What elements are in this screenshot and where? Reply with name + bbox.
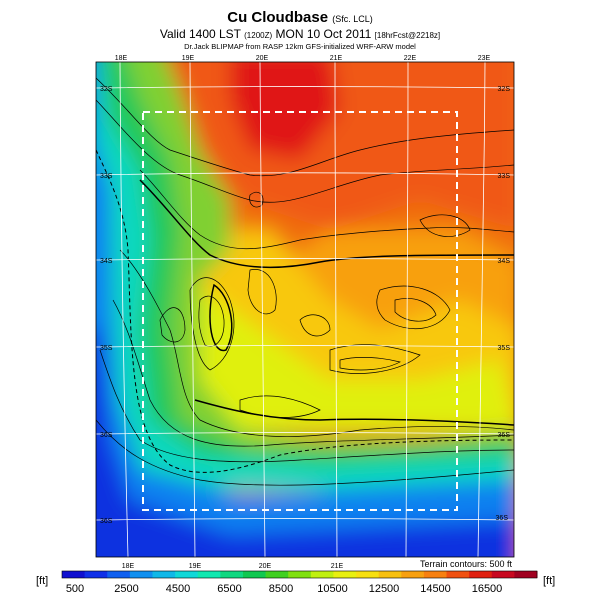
- colorbar-swatch: [491, 571, 515, 578]
- lat-label-left: 34S: [100, 258, 113, 265]
- terrain-contours: [96, 77, 514, 486]
- colorbar-swatch: [129, 571, 153, 578]
- colorbar-label: 6500: [217, 583, 241, 595]
- colorbar-swatch: [288, 571, 312, 578]
- lat-label-left: 36S: [100, 432, 113, 439]
- colorbar-swatch: [197, 571, 221, 578]
- colorbar-labels: 500 2500 4500 6500 8500 10500 12500 14500 16500: [66, 583, 502, 595]
- colorbar-label: 16500: [472, 583, 503, 595]
- colorbar: [62, 571, 538, 578]
- lat-label-right: 34S: [498, 258, 511, 265]
- colorbar-swatch: [401, 571, 425, 578]
- colorbar-swatch: [84, 571, 108, 578]
- colorbar-swatch: [175, 571, 199, 578]
- map-frame: [95, 61, 515, 558]
- colorbar-frame: [61, 570, 538, 579]
- lon-label-top: 22E: [404, 55, 417, 62]
- colorbar-swatch: [423, 571, 448, 578]
- lat-label-right: 36S: [498, 432, 511, 439]
- lon-label-bottom: 19E: [189, 563, 202, 570]
- valid-time: Valid 1400 LST (1200Z) MON 10 Oct 2011 […: [0, 27, 600, 41]
- lat-label-left: 33S: [100, 173, 113, 180]
- colorbar-label: 10500: [317, 583, 348, 595]
- colorbar-swatch: [446, 571, 470, 578]
- colorbar-label: 14500: [420, 583, 451, 595]
- title-main: Cu Cloudbase: [227, 9, 329, 26]
- colorbar-swatch: [220, 571, 244, 578]
- map-title: Cu Cloudbase (Sfc. LCL): [0, 9, 600, 26]
- model-credit: Dr.Jack BLIPMAP from RASP 12km GFS-initi…: [184, 42, 416, 51]
- colorbar-label: 2500: [114, 583, 138, 595]
- colorbar-swatch: [265, 571, 289, 578]
- colorbar-swatch: [356, 571, 380, 578]
- valid-date: MON 10 Oct 2011: [275, 27, 372, 41]
- valid-suffix: [18hrFcst@2218z]: [374, 31, 441, 40]
- colorbar-swatch: [152, 571, 176, 578]
- lon-label-top: 19E: [182, 55, 195, 62]
- colorbar-label: 4500: [166, 583, 190, 595]
- lat-label-left: 35S: [100, 345, 113, 352]
- lat-label-right: 36S: [496, 515, 509, 522]
- terrain-contour-note: Terrain contours: 500 ft: [420, 559, 513, 569]
- cloudbase-field: [96, 62, 514, 557]
- colorbar-swatch: [242, 571, 267, 578]
- colorbar-swatch: [333, 571, 357, 578]
- lat-label-left: 36S: [100, 518, 113, 525]
- inner-domain-box: [142, 111, 458, 511]
- valid-prefix: Valid 1400 LST: [159, 27, 241, 41]
- colorbar-label: 8500: [269, 583, 293, 595]
- colorbar-unit-left: [ft]: [36, 575, 48, 587]
- lon-label-bottom: 18E: [122, 563, 135, 570]
- colorbar-unit-right: [ft]: [543, 575, 555, 587]
- colorbar-label: 12500: [369, 583, 400, 595]
- colorbar-swatch: [107, 571, 131, 578]
- lon-label-top: 23E: [478, 55, 491, 62]
- lon-label-top: 18E: [115, 55, 128, 62]
- colorbar-swatch: [378, 571, 402, 578]
- colorbar-label: 500: [66, 583, 84, 595]
- colorbar-swatch: [469, 571, 493, 578]
- colorbar-swatch: [62, 571, 86, 578]
- lon-label-top: 21E: [330, 55, 343, 62]
- lat-label-left: 32S: [100, 86, 113, 93]
- lon-label-bottom: 20E: [259, 563, 272, 570]
- valid-code: (1200Z): [244, 31, 273, 40]
- lon-label-top: 20E: [256, 55, 269, 62]
- colorbar-swatch: [514, 571, 538, 578]
- lat-label-right: 33S: [498, 173, 511, 180]
- lon-label-bottom: 21E: [331, 563, 344, 570]
- colorbar-swatch: [310, 571, 334, 578]
- title-suffix: (Sfc. LCL): [332, 14, 373, 24]
- lat-label-right: 35S: [498, 345, 511, 352]
- lat-label-right: 32S: [498, 86, 511, 93]
- bold-contours: [139, 179, 514, 426]
